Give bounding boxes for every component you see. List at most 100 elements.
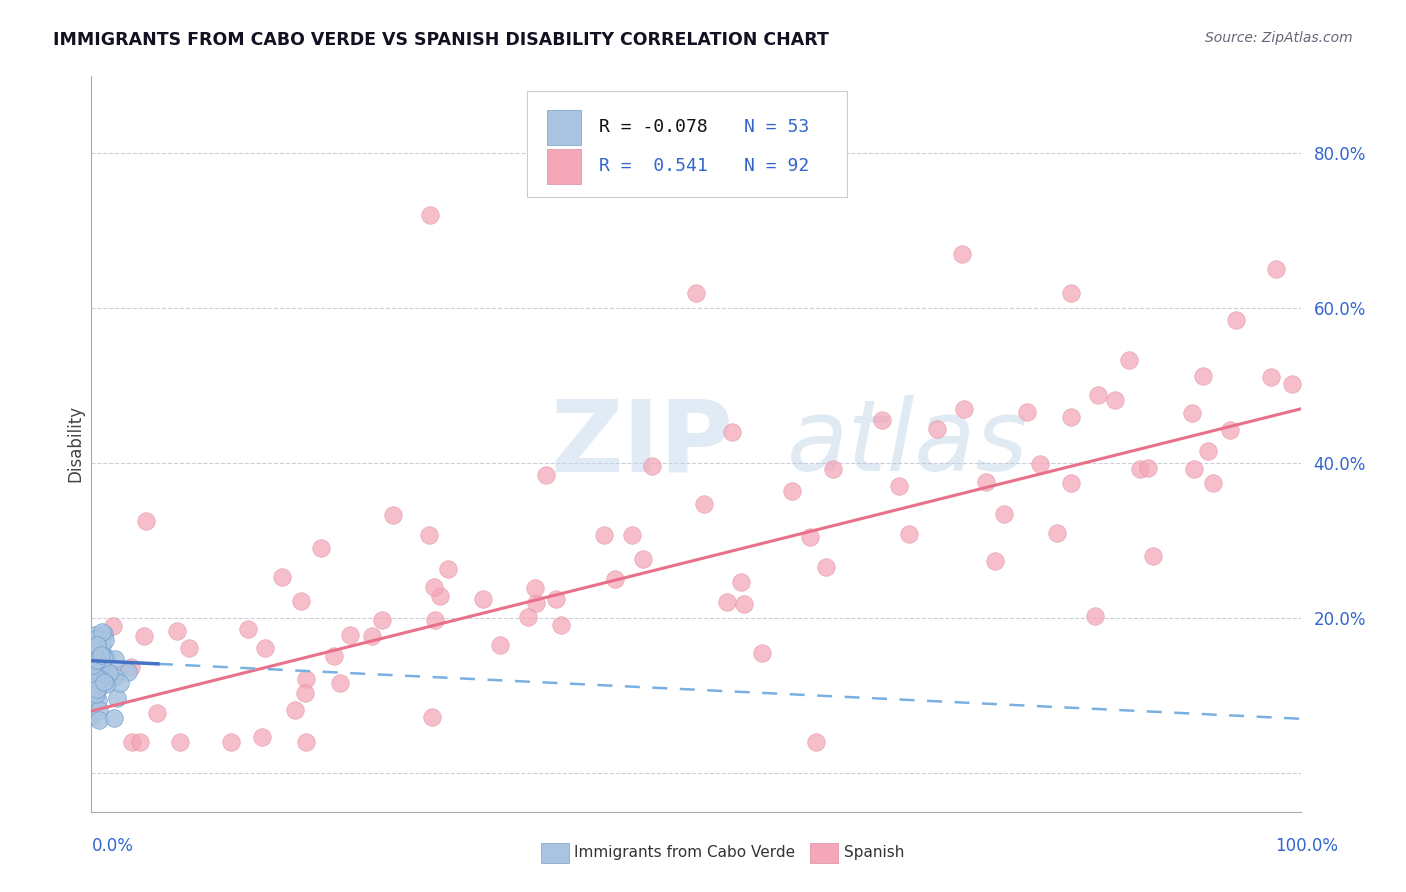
- Point: [96, 665, 118, 679]
- Point: [132, 629, 155, 643]
- Point: [329, 676, 352, 690]
- Point: [166, 624, 188, 638]
- Point: [953, 402, 976, 417]
- Point: [1225, 313, 1247, 327]
- Text: Immigrants from Cabo Verde: Immigrants from Cabo Verde: [574, 846, 794, 860]
- Point: [86, 638, 108, 652]
- Point: [135, 515, 157, 529]
- Point: [1129, 462, 1152, 476]
- Text: ZIP: ZIP: [551, 395, 734, 492]
- Point: [91, 638, 114, 652]
- Point: [716, 595, 738, 609]
- Point: [423, 580, 446, 594]
- Point: [360, 628, 382, 642]
- Point: [720, 425, 742, 439]
- Point: [425, 613, 447, 627]
- Point: [117, 665, 139, 680]
- Point: [87, 713, 110, 727]
- Point: [90, 648, 112, 662]
- Point: [472, 592, 495, 607]
- Point: [436, 562, 458, 576]
- Point: [1084, 609, 1107, 624]
- Point: [290, 594, 312, 608]
- Point: [1046, 525, 1069, 540]
- Text: 0.0%: 0.0%: [91, 837, 134, 855]
- Point: [87, 648, 110, 663]
- Point: [419, 208, 441, 222]
- Point: [89, 678, 111, 692]
- Point: [98, 665, 121, 680]
- Point: [90, 624, 112, 639]
- Point: [82, 648, 104, 662]
- Point: [271, 570, 294, 584]
- Point: [83, 644, 105, 658]
- Point: [104, 652, 127, 666]
- Point: [751, 646, 773, 660]
- Point: [323, 649, 346, 664]
- Point: [1218, 423, 1240, 437]
- Point: [897, 527, 920, 541]
- Point: [534, 468, 557, 483]
- Point: [927, 422, 949, 436]
- Point: [1015, 405, 1038, 419]
- Point: [84, 651, 107, 665]
- Point: [253, 641, 276, 656]
- Point: [1260, 370, 1282, 384]
- Point: [80, 681, 103, 696]
- Point: [86, 653, 108, 667]
- Point: [146, 706, 169, 720]
- Point: [418, 528, 440, 542]
- Point: [86, 648, 108, 663]
- Point: [87, 693, 110, 707]
- Point: [105, 667, 128, 681]
- Point: [1087, 388, 1109, 402]
- Point: [94, 649, 117, 664]
- Text: N = 53: N = 53: [744, 119, 810, 136]
- Text: Source: ZipAtlas.com: Source: ZipAtlas.com: [1205, 31, 1353, 45]
- Point: [236, 623, 259, 637]
- Point: [94, 632, 117, 647]
- Y-axis label: Disability: Disability: [66, 405, 84, 483]
- Point: [89, 672, 111, 686]
- Point: [1181, 406, 1204, 420]
- Point: [84, 670, 107, 684]
- Point: [86, 681, 108, 696]
- Point: [91, 655, 114, 669]
- Point: [1202, 476, 1225, 491]
- Point: [83, 681, 105, 696]
- Point: [1137, 460, 1160, 475]
- FancyBboxPatch shape: [527, 90, 846, 197]
- Point: [93, 651, 115, 665]
- Point: [105, 690, 128, 705]
- Bar: [547, 149, 581, 184]
- Point: [1029, 457, 1052, 471]
- Point: [83, 656, 105, 670]
- Point: [823, 461, 845, 475]
- Point: [1192, 369, 1215, 384]
- Point: [177, 640, 200, 655]
- Text: atlas: atlas: [786, 395, 1028, 492]
- Point: [87, 667, 110, 681]
- Point: [339, 628, 361, 642]
- Point: [685, 285, 707, 300]
- Bar: [547, 110, 581, 145]
- Point: [120, 660, 142, 674]
- Point: [309, 541, 332, 556]
- Point: [86, 645, 108, 659]
- Point: [806, 735, 828, 749]
- Point: [80, 674, 103, 689]
- Point: [780, 483, 803, 498]
- Point: [546, 591, 568, 606]
- Point: [84, 668, 107, 682]
- Point: [295, 735, 318, 749]
- Point: [84, 632, 107, 647]
- Point: [295, 672, 318, 686]
- Point: [284, 703, 307, 717]
- Point: [103, 619, 125, 633]
- Point: [524, 581, 547, 595]
- Point: [83, 640, 105, 654]
- Point: [1059, 475, 1081, 490]
- Point: [87, 659, 110, 673]
- Point: [950, 247, 973, 261]
- Point: [82, 657, 104, 671]
